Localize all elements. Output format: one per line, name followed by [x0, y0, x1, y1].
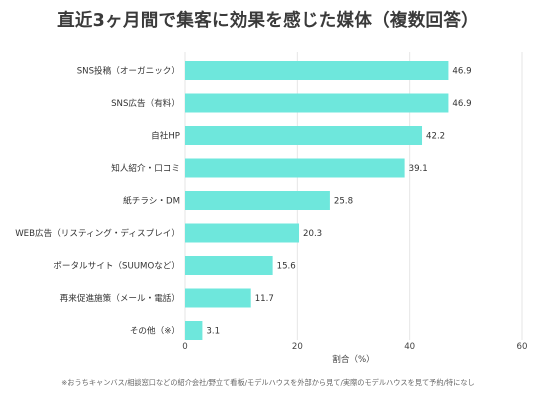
category-label: SNS投稿（オーガニック） — [77, 65, 180, 77]
bar — [185, 223, 300, 243]
value-label: 46.9 — [452, 67, 471, 77]
x-tick-label: 40 — [404, 342, 415, 352]
bar — [185, 61, 449, 80]
bar — [185, 321, 203, 340]
x-tick-label: 20 — [292, 342, 303, 352]
value-label: 20.3 — [303, 229, 322, 239]
value-label: 15.6 — [277, 262, 296, 272]
category-label: 紙チラシ・DM — [123, 195, 180, 207]
category-label: 再来促進施策（メール・電話） — [60, 292, 180, 304]
bar — [185, 158, 405, 178]
bar — [185, 191, 330, 210]
value-label: 39.1 — [409, 164, 428, 174]
value-label: 42.2 — [426, 132, 445, 142]
value-label: 11.7 — [255, 294, 274, 304]
bars — [185, 61, 449, 340]
category-labels: SNS投稿（オーガニック） SNS広告（有料） 自社HP 知人紹介・口コミ紙チラシ・D… — [15, 65, 180, 337]
value-label: 46.9 — [452, 99, 471, 109]
category-label: ポータルサイト（SUUMOなど） — [53, 261, 180, 272]
category-label: SNS広告（有料） — [111, 97, 180, 109]
value-labels: 46.9 46.9 42.2 39.1 25.8 20.3 15.6 11.7 3.1 — [206, 67, 471, 337]
bar — [185, 288, 251, 308]
category-label: WEB広告（リスティング・ディスプレイ） — [15, 227, 180, 239]
bar — [185, 256, 273, 275]
category-label: 知人紹介・口コミ — [111, 162, 180, 174]
chart-title: 直近3ヶ月間で集客に効果を感じた媒体（複数回答） — [57, 11, 479, 31]
x-tick-label: 60 — [517, 342, 528, 352]
category-label: その他（※） — [130, 325, 180, 337]
value-label: 3.1 — [206, 327, 220, 337]
footnote: ※おうちキャンバス/相談窓口などの紹介会社/野立て看板/モデルハウスを外部から見… — [61, 378, 475, 387]
x-tick-label: 0 — [182, 342, 187, 352]
category-label: 自社HP — [151, 130, 180, 142]
x-axis-label: 割合（%） — [332, 353, 375, 365]
value-label: 25.8 — [334, 197, 353, 207]
bar — [185, 126, 423, 145]
tick-labels: 0 20 40 60 — [182, 342, 527, 352]
bar — [185, 93, 449, 113]
